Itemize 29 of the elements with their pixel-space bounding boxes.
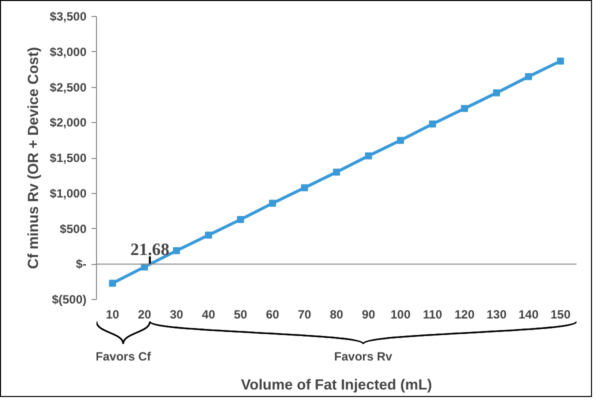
y-tick-label: $2,000 — [50, 116, 87, 130]
x-tick-label: 40 — [202, 308, 216, 322]
x-tick-label: 30 — [170, 308, 184, 322]
x-tick-label: 80 — [330, 308, 344, 322]
x-tick-label: 100 — [390, 308, 411, 322]
y-tick-label: $(500) — [52, 292, 87, 306]
y-tick-label: $1,500 — [50, 151, 87, 165]
x-tick-label: 50 — [234, 308, 248, 322]
x-tick-label: 90 — [362, 308, 376, 322]
x-tick-label: 10 — [106, 308, 120, 322]
y-tick-label: $3,000 — [50, 44, 87, 59]
y-tick-label: $1,000 — [50, 186, 87, 200]
y-tick-label: $- — [76, 257, 87, 272]
x-tick-label: 70 — [298, 308, 312, 322]
x-tick-label: 120 — [454, 308, 475, 322]
text: Favors Cf — [96, 350, 152, 364]
x-tick-label: 140 — [518, 308, 539, 322]
text: Favors Rv — [334, 350, 393, 364]
y-axis-title: Cf minus Rv (OR + Device Cost) — [26, 46, 42, 269]
y-tick-label: $500 — [60, 222, 87, 236]
x-axis-title: Volume of Fat Injected (mL) — [240, 378, 432, 394]
x-tick-label: 150 — [550, 308, 571, 322]
y-tick-label: $3,500 — [50, 10, 87, 24]
annotation: 21.68 — [130, 240, 170, 259]
y-tick-label: $2,500 — [50, 80, 87, 94]
x-tick-label: 60 — [266, 308, 280, 322]
x-tick-label: 110 — [422, 308, 443, 322]
x-tick-label: 20 — [138, 308, 152, 322]
x-tick-label: 130 — [486, 308, 507, 322]
